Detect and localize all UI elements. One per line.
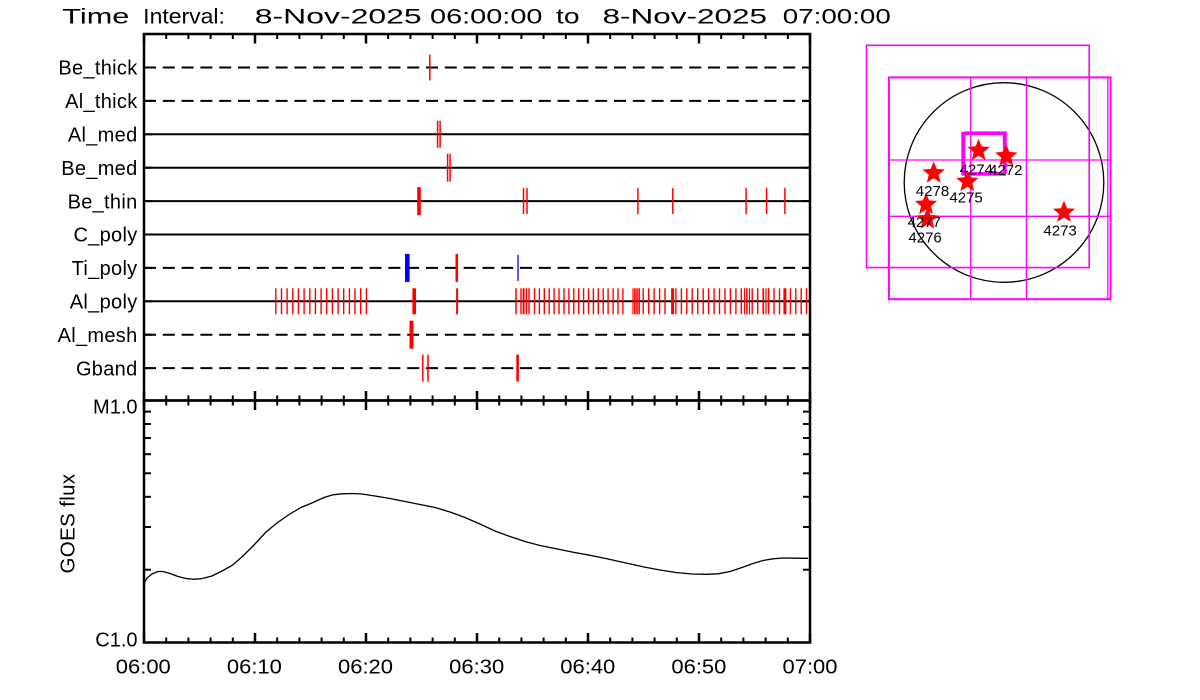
svg-text:07:00:00: 07:00:00: [783, 5, 891, 29]
svg-text:4277: 4277: [908, 214, 941, 231]
svg-text:Al_mesh: Al_mesh: [58, 325, 138, 347]
svg-text:Interval:: Interval:: [143, 5, 225, 29]
svg-text:Be_thick: Be_thick: [58, 58, 138, 80]
svg-text:06:30: 06:30: [449, 657, 504, 679]
svg-text:M1.0: M1.0: [93, 397, 137, 419]
svg-text:8-Nov-2025: 8-Nov-2025: [255, 5, 422, 29]
svg-text:Al_poly: Al_poly: [70, 292, 138, 314]
svg-text:4272: 4272: [989, 162, 1022, 179]
svg-text:Ti_poly: Ti_poly: [72, 258, 138, 280]
svg-text:8-Nov-2025: 8-Nov-2025: [603, 5, 768, 29]
svg-text:Time: Time: [62, 5, 129, 29]
svg-text:GOES flux: GOES flux: [57, 473, 80, 573]
svg-text:Gband: Gband: [76, 358, 138, 380]
svg-text:4278: 4278: [916, 183, 949, 200]
svg-text:4274: 4274: [960, 162, 993, 179]
svg-text:C1.0: C1.0: [95, 630, 137, 652]
svg-text:06:00: 06:00: [116, 657, 171, 679]
svg-text:Al_med: Al_med: [68, 125, 138, 147]
svg-text:Be_med: Be_med: [61, 158, 137, 180]
svg-text:06:50: 06:50: [671, 657, 726, 679]
svg-text:06:00:00: 06:00:00: [430, 5, 543, 29]
svg-text:06:40: 06:40: [560, 657, 615, 679]
svg-text:07:00: 07:00: [783, 657, 838, 679]
svg-text:Al_thick: Al_thick: [65, 91, 138, 113]
svg-text:06:10: 06:10: [227, 657, 282, 679]
svg-text:06:20: 06:20: [338, 657, 393, 679]
svg-text:4273: 4273: [1043, 223, 1076, 240]
svg-text:C_poly: C_poly: [73, 225, 137, 247]
svg-text:Be_thin: Be_thin: [68, 191, 138, 213]
svg-text:to: to: [556, 5, 580, 29]
svg-text:4276: 4276: [908, 230, 941, 247]
svg-text:4275: 4275: [949, 190, 982, 207]
